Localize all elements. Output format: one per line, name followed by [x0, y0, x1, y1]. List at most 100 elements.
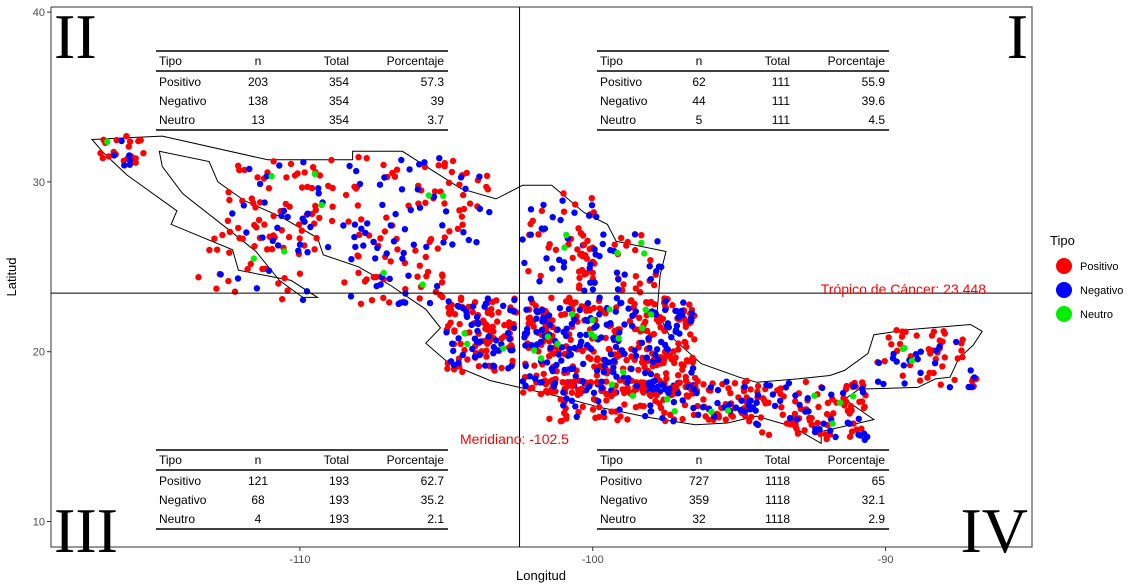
point-negativo [521, 259, 528, 267]
point-positivo [296, 270, 304, 277]
point-negativo [592, 251, 599, 258]
point-negativo [673, 307, 680, 315]
point-positivo [632, 285, 639, 292]
point-negativo [832, 433, 839, 441]
table-quadrant-iv: Tipo n Total Porcentaje Positivo 727 1118 65 Neg… [597, 449, 889, 530]
point-positivo [451, 327, 458, 334]
y-tick-label: 20 [33, 347, 45, 359]
point-negativo [473, 239, 480, 246]
point-negativo [914, 355, 921, 363]
point-positivo [123, 133, 130, 140]
point-negativo [360, 242, 367, 249]
point-negativo [471, 335, 479, 342]
point-negativo [580, 360, 587, 368]
point-positivo [370, 274, 377, 281]
point-negativo [652, 351, 659, 358]
point-positivo [601, 413, 608, 421]
point-negativo [931, 360, 939, 367]
point-positivo [577, 251, 584, 258]
point-negativo [581, 287, 588, 294]
point-neutro [615, 335, 622, 342]
point-negativo [591, 324, 598, 331]
table-cell: 62.7 [421, 474, 445, 488]
point-neutro [591, 333, 598, 340]
point-negativo [875, 359, 883, 367]
point-positivo [618, 234, 625, 242]
point-positivo [530, 323, 537, 330]
point-positivo [355, 253, 362, 260]
point-positivo [930, 369, 937, 377]
point-negativo [476, 205, 484, 212]
point-negativo [246, 165, 253, 173]
x-tick-label: -110 [289, 554, 310, 566]
point-positivo [661, 409, 668, 416]
point-negativo [485, 333, 492, 340]
point-positivo [298, 184, 306, 191]
point-positivo [860, 404, 868, 412]
table-cell: Positivo [159, 474, 201, 488]
point-positivo [113, 136, 120, 144]
point-positivo [459, 221, 466, 228]
meridian-label: Meridiano: -102.5 [460, 431, 569, 447]
point-positivo [913, 332, 920, 339]
point-positivo [422, 199, 429, 206]
point-positivo [687, 331, 694, 338]
table-cell: 1118 [765, 512, 790, 526]
legend-label-neutro: Neutro [1080, 309, 1113, 321]
point-negativo [642, 369, 649, 377]
point-positivo [412, 247, 419, 254]
point-negativo [527, 231, 534, 238]
point-positivo [567, 336, 574, 343]
point-positivo [211, 235, 218, 242]
point-negativo [405, 272, 412, 279]
table-cell: 354 [329, 75, 349, 89]
point-neutro [311, 170, 319, 178]
point-negativo [386, 275, 393, 282]
table-header-cell: Total [324, 453, 349, 467]
point-negativo [820, 420, 827, 427]
point-neutro [638, 239, 645, 246]
point-positivo [434, 245, 441, 252]
point-negativo [364, 220, 371, 227]
point-positivo [954, 355, 961, 362]
point-negativo [654, 383, 661, 391]
point-neutro [708, 408, 715, 415]
point-positivo [446, 228, 453, 235]
point-positivo [593, 356, 601, 364]
y-tick-label: 40 [33, 7, 45, 19]
point-positivo [361, 278, 369, 285]
point-negativo [769, 391, 777, 398]
point-positivo [700, 381, 707, 388]
table-cell: 65 [872, 474, 886, 488]
point-negativo [566, 345, 573, 353]
plot-content: Trópico de Cáncer: 23.448 Meridiano: -10… [50, 1, 1033, 566]
point-positivo [722, 416, 729, 423]
point-positivo [448, 168, 456, 176]
point-negativo [269, 237, 276, 244]
point-negativo [469, 345, 476, 353]
point-negativo [521, 330, 529, 337]
point-positivo [451, 311, 459, 318]
point-negativo [621, 271, 628, 278]
point-positivo [126, 138, 134, 145]
point-positivo [345, 218, 352, 225]
point-negativo [600, 409, 607, 416]
point-positivo [673, 382, 680, 389]
table-cell: 13 [251, 113, 265, 127]
point-negativo [600, 368, 608, 376]
point-positivo [899, 372, 906, 379]
point-neutro [464, 340, 471, 348]
point-positivo [441, 159, 448, 167]
y-axis-title: Latitud [4, 257, 19, 296]
point-negativo [560, 389, 567, 396]
point-negativo [315, 190, 322, 197]
point-negativo [304, 210, 311, 217]
table-cell: 32.1 [862, 493, 886, 507]
point-positivo [596, 305, 603, 312]
point-negativo [839, 389, 847, 397]
table-cell: 1118 [765, 493, 790, 507]
point-negativo [687, 315, 695, 322]
point-positivo [572, 201, 579, 208]
point-negativo [596, 294, 603, 301]
point-negativo [462, 185, 469, 192]
